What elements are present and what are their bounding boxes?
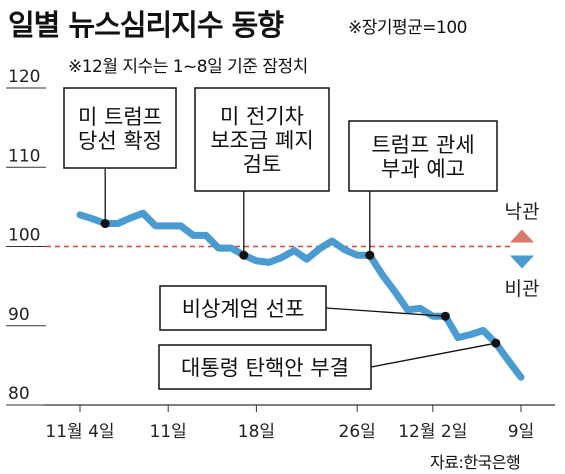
- legend-up-arrow: [510, 229, 534, 243]
- legend-pessimism-label: 비관: [505, 278, 540, 300]
- annotation-dot: [365, 250, 375, 260]
- y-tick: 100: [6, 226, 46, 247]
- y-tick: 120: [6, 67, 46, 89]
- y-tick-label: 80: [8, 384, 30, 404]
- y-tick: 80: [6, 384, 46, 406]
- annotation-dot: [440, 311, 450, 321]
- chart-source: 자료:한국은행: [430, 453, 521, 472]
- chart-subtitle: ※장기평균=100: [348, 18, 468, 38]
- annotation-dot: [239, 250, 249, 260]
- annotation-dot: [491, 338, 501, 348]
- annotation-label: 미 트럼프: [78, 105, 162, 129]
- y-tick: 110: [6, 146, 46, 168]
- y-tick-label: 90: [8, 305, 30, 325]
- chart-title: 일별 뉴스심리지수 동향: [8, 8, 284, 42]
- legend-down-arrow: [510, 255, 534, 269]
- chart-note: ※12월 지수는 1~8일 기준 잠정치: [68, 57, 308, 77]
- y-tick-label: 110: [8, 146, 40, 166]
- x-tick-label: 11월 4일: [45, 422, 114, 442]
- annotation-label: 당선 확정: [78, 129, 162, 153]
- x-tick-label: 18일: [238, 422, 275, 442]
- annotation-leader: [325, 307, 446, 317]
- annotation-dot: [100, 219, 110, 229]
- annotation: 비상계엄 선포: [159, 285, 450, 331]
- annotation-label: 미 전기차: [220, 105, 304, 129]
- annotation: 대통령 탄핵안 부결: [158, 338, 501, 390]
- y-tick-label: 120: [8, 67, 40, 87]
- x-tick-label: 12월 2일: [398, 422, 467, 442]
- annotation-box: [63, 87, 177, 169]
- annotation-box: [159, 285, 327, 331]
- x-tick-label: 26일: [339, 422, 376, 442]
- annotation-box: [158, 344, 372, 390]
- annotation-leader: [370, 342, 496, 368]
- y-tick-label: 100: [8, 226, 40, 246]
- annotation-box: [348, 120, 498, 192]
- x-tick-label: 9일: [508, 422, 534, 442]
- annotation-label: 보조금 폐지: [210, 129, 313, 153]
- annotation-label: 검토: [243, 153, 282, 177]
- annotation-label: 대통령 탄핵안 부결: [181, 356, 349, 380]
- annotation-label: 트럼프 관세: [371, 133, 474, 157]
- annotation-label: 비상계엄 선포: [182, 297, 305, 321]
- legend-optimism-label: 낙관: [505, 201, 540, 223]
- annotation-label: 부과 예고: [381, 157, 465, 181]
- annotation-box: [194, 87, 330, 192]
- x-tick-label: 11일: [150, 422, 187, 442]
- y-tick: 90: [6, 305, 46, 327]
